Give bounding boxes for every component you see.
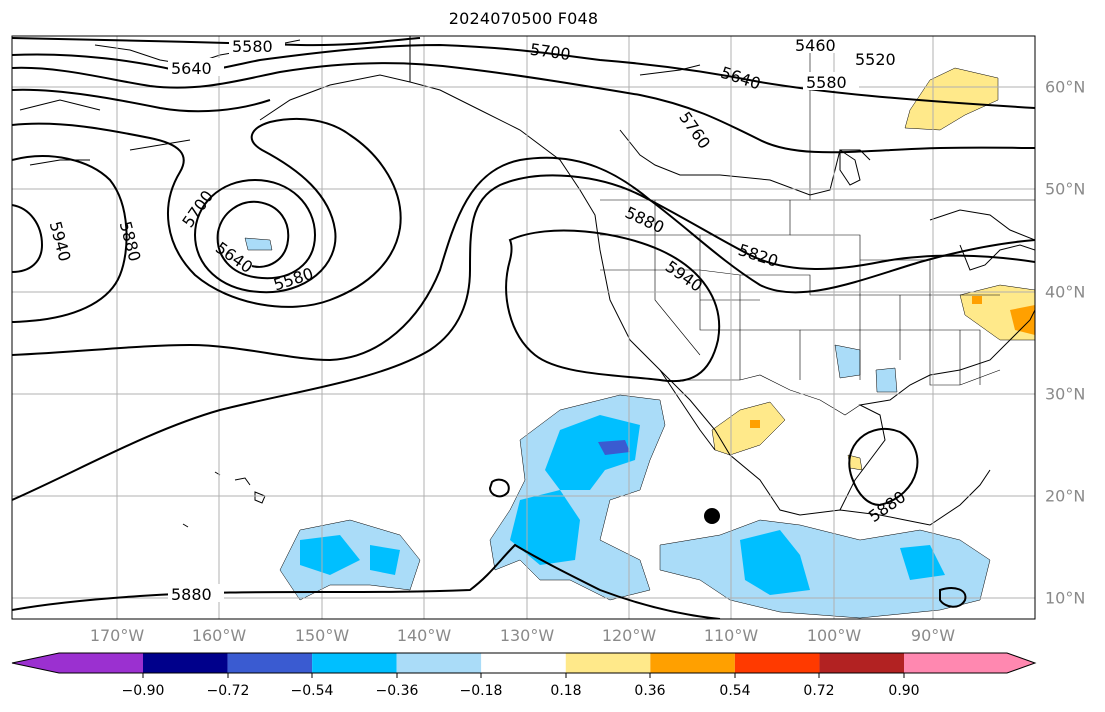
- longitude-label: 160°W: [191, 626, 247, 645]
- colorbar-tick-label: −0.90: [121, 683, 165, 699]
- latitude-label: 40°N: [1045, 282, 1086, 302]
- longitude-label: 120°W: [601, 626, 657, 645]
- colorbar-tick-label: −0.36: [375, 683, 419, 699]
- station-marker: [704, 508, 720, 524]
- colorbar-tick-label: 0.54: [719, 683, 751, 699]
- political-borders: [600, 36, 1035, 416]
- colorbar-tick-label: 0.18: [550, 683, 582, 699]
- anomaly-fill-positive: [711, 67, 1035, 471]
- longitude-label: 130°W: [499, 626, 555, 645]
- contour-label: 5640: [171, 59, 212, 78]
- latitude-label: 20°N: [1045, 486, 1086, 506]
- latitude-label: 10°N: [1045, 588, 1086, 608]
- contour-label: 5460: [795, 36, 836, 55]
- latitude-label: 60°N: [1045, 77, 1086, 97]
- colorbar-tick-label: 0.36: [634, 683, 666, 699]
- colorbar-tick-label: 0.90: [888, 683, 920, 699]
- map-frame: [11, 35, 1036, 620]
- latitude-label: 50°N: [1045, 179, 1086, 199]
- latitude-label: 30°N: [1045, 384, 1086, 404]
- anomaly-fill-negative: [244, 237, 991, 619]
- longitude-label: 140°W: [396, 626, 452, 645]
- longitude-label: 150°W: [294, 626, 350, 645]
- gridlines: [12, 36, 1035, 619]
- longitude-label: 90°W: [910, 626, 956, 645]
- longitude-label: 170°W: [89, 626, 145, 645]
- colorbar-tick-label: 0.72: [803, 683, 835, 699]
- plot-title: 2024070500 F048: [448, 9, 599, 28]
- colorbar-tick-label: −0.72: [206, 683, 250, 699]
- colorbar-tick-label: −0.18: [459, 683, 503, 699]
- contour-label: 5520: [855, 50, 896, 69]
- longitude-label: 100°W: [806, 626, 862, 645]
- contour-label: 5880: [171, 585, 212, 604]
- contour-label: 5580: [232, 37, 273, 56]
- hawaii-islands: [182, 471, 266, 528]
- longitude-label: 110°W: [703, 626, 759, 645]
- colorbar-tick-label: −0.54: [290, 683, 334, 699]
- contour-label: 5580: [806, 73, 847, 92]
